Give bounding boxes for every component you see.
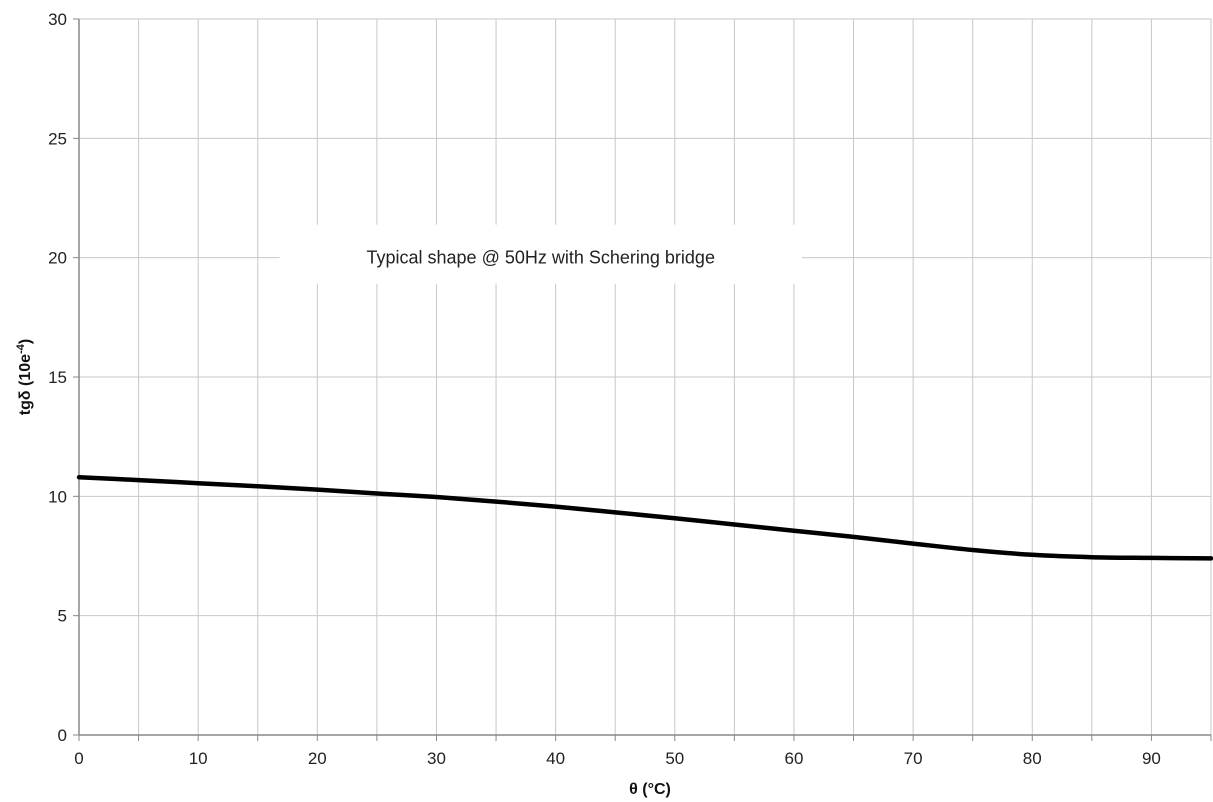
x-tick-label: 20	[308, 749, 327, 768]
y-tick-label: 15	[48, 368, 67, 387]
series-line	[76, 474, 1213, 561]
x-tick-label: 80	[1023, 749, 1042, 768]
x-tick-label: 10	[189, 749, 208, 768]
tick-labels: 0 5 10 15 20 25 30 0 10 20 30 40 50 60 70 80 90	[48, 10, 1161, 768]
x-axis-title: θ (°C)	[629, 781, 671, 798]
x-tick-label: 40	[546, 749, 565, 768]
y-tick-label: 5	[58, 607, 67, 626]
series-group	[76, 474, 1213, 561]
axes	[73, 18, 1212, 741]
x-tick-label: 0	[74, 749, 83, 768]
y-axis-title-superscript: -4	[15, 343, 27, 354]
y-tick-label: 30	[48, 10, 67, 29]
y-tick-label: 0	[58, 726, 67, 745]
annotation-background	[279, 224, 802, 284]
x-tick-label: 50	[665, 749, 684, 768]
x-tick-label: 30	[427, 749, 446, 768]
x-tick-label: 70	[904, 749, 923, 768]
annotation-text: Typical shape @ 50Hz with Schering bridg…	[367, 248, 715, 268]
y-axis-title-end: )	[17, 339, 34, 344]
x-tick-label: 90	[1142, 749, 1161, 768]
y-tick-label: 25	[48, 129, 67, 148]
annotation: Typical shape @ 50Hz with Schering bridg…	[279, 224, 802, 284]
y-axis-title: tgδ (10e-4)	[15, 339, 34, 415]
grid	[78, 18, 1212, 736]
x-tick-label: 60	[784, 749, 803, 768]
y-tick-label: 10	[48, 487, 67, 506]
y-axis-title-main: tgδ (10e	[17, 354, 34, 415]
y-tick-label: 20	[48, 249, 67, 268]
